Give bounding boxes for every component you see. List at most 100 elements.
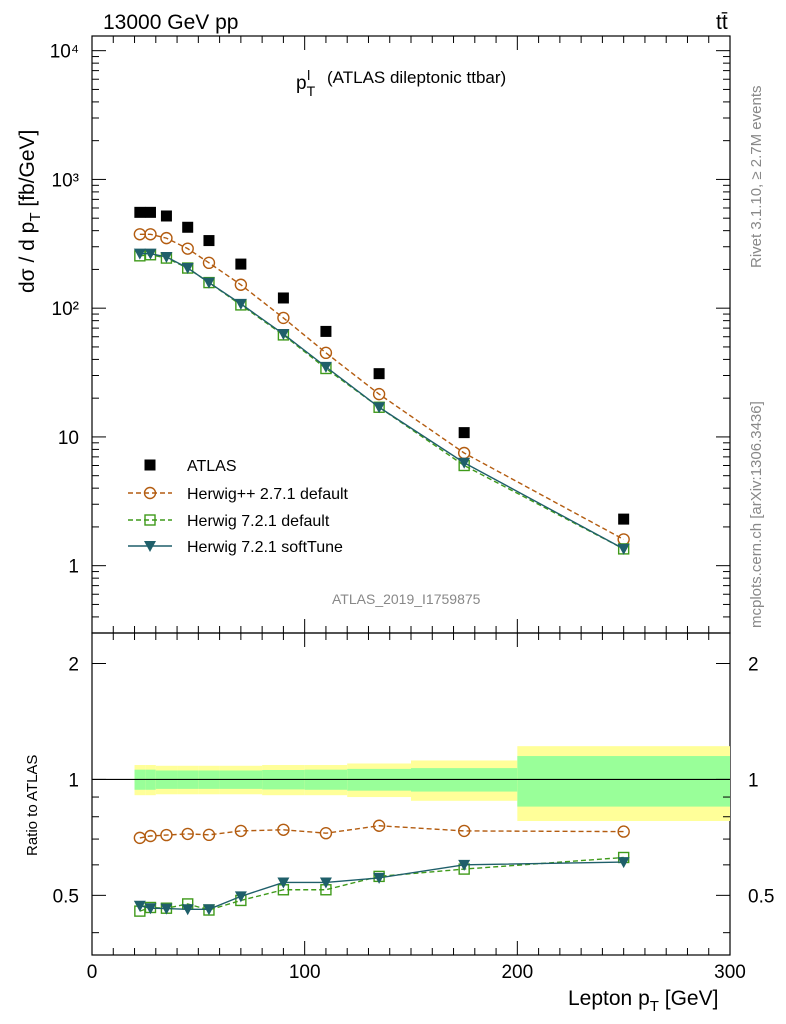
y-tick-label: 10 <box>58 428 79 449</box>
legend: ATLAS Herwig++ 2.7.1 default Herwig 7.2.1 … <box>128 458 349 556</box>
band-inner <box>517 756 730 807</box>
ratio-series-point <box>234 891 247 903</box>
ratio-series-point <box>277 823 290 836</box>
series-point <box>458 457 471 469</box>
mcplots-label: mcplots.cern.ch [arXiv:1306.3436] <box>748 401 765 628</box>
series-point <box>319 361 332 373</box>
series-line <box>139 252 624 550</box>
y-tick-label: 1 <box>68 557 79 578</box>
ratio-series-line <box>139 825 624 839</box>
legend-label: Herwig++ 2.7.1 default <box>187 486 349 503</box>
y-tick-label: 10⁴ <box>50 42 79 63</box>
series-point <box>277 311 290 325</box>
svg-text:pTl: pTl <box>296 67 316 99</box>
series-point <box>202 277 215 289</box>
data-point <box>373 368 385 380</box>
data-point <box>144 206 156 218</box>
ratio-series-point <box>160 828 173 842</box>
series-point <box>202 256 216 270</box>
ratio-series-point <box>181 827 194 841</box>
data-point <box>320 325 332 337</box>
ratio-y-tick-label: 1 <box>68 770 79 791</box>
ratio-y-tick-label-right: 1 <box>748 770 759 791</box>
x-axis-label: Lepton pT [GeV] <box>568 987 718 1015</box>
ratio-series-point <box>144 829 157 843</box>
x-tick-label: 300 <box>714 962 746 983</box>
process-label: tt̄ <box>716 11 728 34</box>
legend-marker <box>144 541 156 552</box>
ratio-series-point <box>202 828 216 842</box>
y-axis-label-ratio: Ratio to ATLAS <box>24 755 41 856</box>
ratio-series-point <box>617 857 630 869</box>
axis-ticks: 0 100 200 300 1 10 10² 10³ 10⁴ 0.5 0.5 1 1 2 2 <box>50 36 774 983</box>
series-point <box>617 543 630 555</box>
energy-label: 13000 GeV pp <box>103 11 238 34</box>
data-point <box>235 258 247 270</box>
plot-title-rest: (ATLAS dileptonic ttbar) <box>327 68 506 87</box>
data-point <box>277 292 289 304</box>
data-point <box>134 206 146 218</box>
ratio-series-point <box>617 825 630 838</box>
plot-title: pTl (ATLAS dileptonic ttbar) <box>296 67 506 99</box>
legend-label: Herwig 7.2.1 default <box>187 513 330 530</box>
series-point <box>181 263 194 275</box>
ratio-series-line <box>139 861 624 910</box>
data-point <box>182 221 194 233</box>
legend-marker <box>143 486 157 500</box>
data-point <box>203 235 215 247</box>
ratio-series-point <box>160 903 173 915</box>
x-tick-label: 0 <box>87 962 98 983</box>
ratio-series-point <box>181 904 194 916</box>
ratio-series-point <box>144 903 157 915</box>
plot-title-sub: T <box>307 83 316 99</box>
series-point <box>133 248 146 260</box>
ratio-series-point <box>234 824 248 838</box>
ratio-series-point <box>457 824 471 838</box>
ratio-y-tick-label-right: 0.5 <box>748 886 774 907</box>
ratio-series-layer <box>133 819 630 917</box>
legend-marker <box>144 514 156 526</box>
series-point <box>181 242 194 255</box>
main-series-layer <box>133 206 630 555</box>
series-point <box>319 346 333 360</box>
ratio-series-point <box>202 904 215 916</box>
ratio-uncertainty-bands <box>92 746 730 821</box>
series-point <box>277 329 290 341</box>
ratio-series-point <box>373 872 386 884</box>
series-point <box>234 278 248 291</box>
ratio-series-point <box>319 827 333 840</box>
data-point <box>458 427 470 439</box>
series-point <box>234 298 247 310</box>
y-axis-label-main: dσ / d pT [fb/GeV] <box>16 130 44 293</box>
ratio-y-tick-label: 0.5 <box>53 886 79 907</box>
plot-title-sup: l <box>307 67 310 83</box>
data-point <box>618 513 630 525</box>
x-tick-label: 200 <box>501 962 533 983</box>
y-tick-label: 10³ <box>52 170 79 191</box>
series-point <box>372 387 386 401</box>
ratio-series-point <box>319 877 332 889</box>
ratio-y-tick-label-right: 2 <box>748 654 759 675</box>
series-point <box>160 231 173 245</box>
series-point <box>144 228 157 241</box>
svg-text:dσ / d pT [fb/GeV]: dσ / d pT [fb/GeV] <box>16 130 44 293</box>
ratio-y-tick-label: 2 <box>68 654 79 675</box>
legend-label: ATLAS <box>187 458 237 475</box>
plot-title-main: p <box>296 73 307 94</box>
analysis-id: ATLAS_2019_I1759875 <box>332 591 481 607</box>
legend-marker-atlas <box>144 459 156 471</box>
series-point <box>373 402 386 414</box>
legend-label: Herwig 7.2.1 softTune <box>187 539 343 556</box>
rivet-label: Rivet 3.1.10, ≥ 2.7M events <box>748 86 765 269</box>
svg-text:Lepton pT [GeV]: Lepton pT [GeV] <box>568 987 718 1015</box>
ratio-series-point <box>133 900 146 912</box>
ratio-series-point <box>277 877 290 889</box>
data-point <box>160 210 172 222</box>
x-tick-label: 100 <box>289 962 321 983</box>
series-point <box>160 251 173 263</box>
series-line <box>139 233 625 541</box>
ratio-series-point <box>458 859 471 871</box>
ratio-series-point <box>372 819 386 832</box>
y-tick-label: 10² <box>52 299 79 320</box>
